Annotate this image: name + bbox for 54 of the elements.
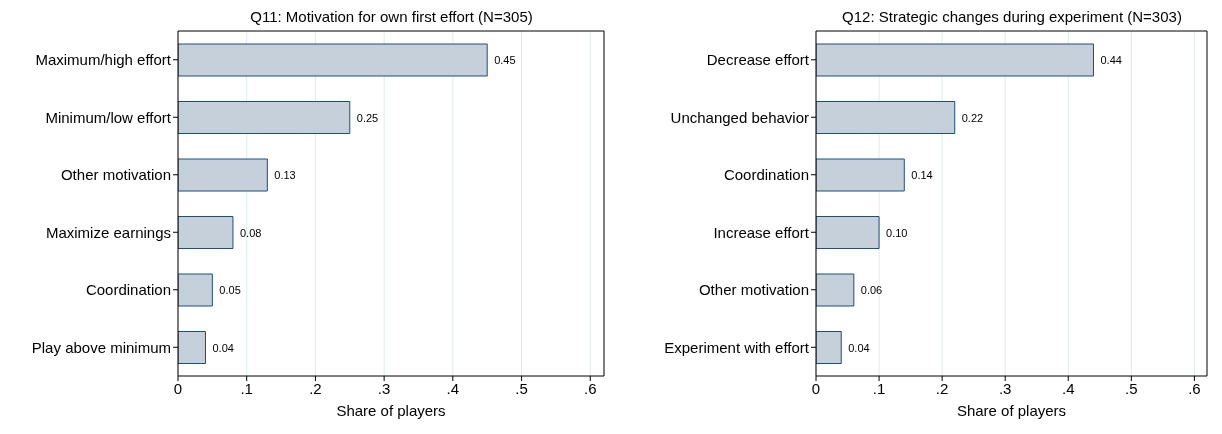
bar xyxy=(816,101,956,134)
x-tick-label: .1 xyxy=(240,379,253,397)
bar xyxy=(178,43,488,77)
x-tick-label: .2 xyxy=(309,379,322,397)
data-label: 0.13 xyxy=(274,169,296,181)
data-label: 0.04 xyxy=(212,341,234,354)
y-tick-label: Experiment with effort xyxy=(664,338,810,356)
x-tick-label: 0 xyxy=(173,379,183,397)
y-tick-label: Play above minimum xyxy=(31,338,171,356)
x-tick-label: .6 xyxy=(1188,379,1201,397)
chart-title: Q12: Strategic changes during experiment (N=303) xyxy=(841,8,1183,25)
bar xyxy=(816,216,880,249)
bar xyxy=(178,331,206,364)
data-label: 0.22 xyxy=(961,111,984,124)
data-label: 0.44 xyxy=(1100,54,1122,66)
data-label: 0.08 xyxy=(239,226,262,239)
x-tick-label: .5 xyxy=(1125,379,1138,397)
x-tick-label: .2 xyxy=(935,379,949,397)
x-tick-label: .4 xyxy=(446,379,460,397)
bar xyxy=(816,331,842,364)
data-label: 0.14 xyxy=(911,169,933,181)
data-label: 0.06 xyxy=(860,284,883,296)
x-tick-label: .3 xyxy=(998,379,1012,397)
bar xyxy=(178,273,213,307)
bar xyxy=(178,101,351,134)
data-label: 0.45 xyxy=(494,54,516,66)
bar xyxy=(816,43,1094,77)
y-tick-label: Minimum/low effort xyxy=(45,108,172,126)
y-tick-label: Increase effort xyxy=(713,223,810,241)
bar xyxy=(178,158,268,192)
bar xyxy=(816,158,905,192)
y-tick-label: Coordination xyxy=(723,166,809,184)
chart-title: Q11: Motivation for own first effort (N=305) xyxy=(249,8,534,25)
data-label: 0.05 xyxy=(219,284,241,296)
data-label: 0.10 xyxy=(886,226,908,239)
x-tick-label: .5 xyxy=(515,379,528,397)
x-tick-label: 0 xyxy=(811,379,821,397)
x-axis-title: Share of players xyxy=(956,402,1067,419)
x-tick-label: .3 xyxy=(377,379,391,397)
y-tick-label: Maximize earnings xyxy=(45,223,171,241)
bar xyxy=(816,273,855,307)
bar xyxy=(178,216,234,249)
x-tick-label: .4 xyxy=(1062,379,1075,397)
y-tick-label: Other motivation xyxy=(698,281,809,299)
x-tick-label: .1 xyxy=(872,379,886,397)
y-tick-label: Maximum/high effort xyxy=(35,51,172,69)
x-axis-title: Share of players xyxy=(336,402,446,419)
y-tick-label: Unchanged behavior xyxy=(670,108,809,126)
y-tick-label: Other motivation xyxy=(60,166,171,184)
y-tick-label: Decrease effort xyxy=(706,51,810,69)
data-label: 0.25 xyxy=(356,111,379,124)
data-label: 0.04 xyxy=(848,341,870,354)
x-tick-label: .6 xyxy=(584,379,597,397)
y-tick-label: Coordination xyxy=(85,281,171,299)
